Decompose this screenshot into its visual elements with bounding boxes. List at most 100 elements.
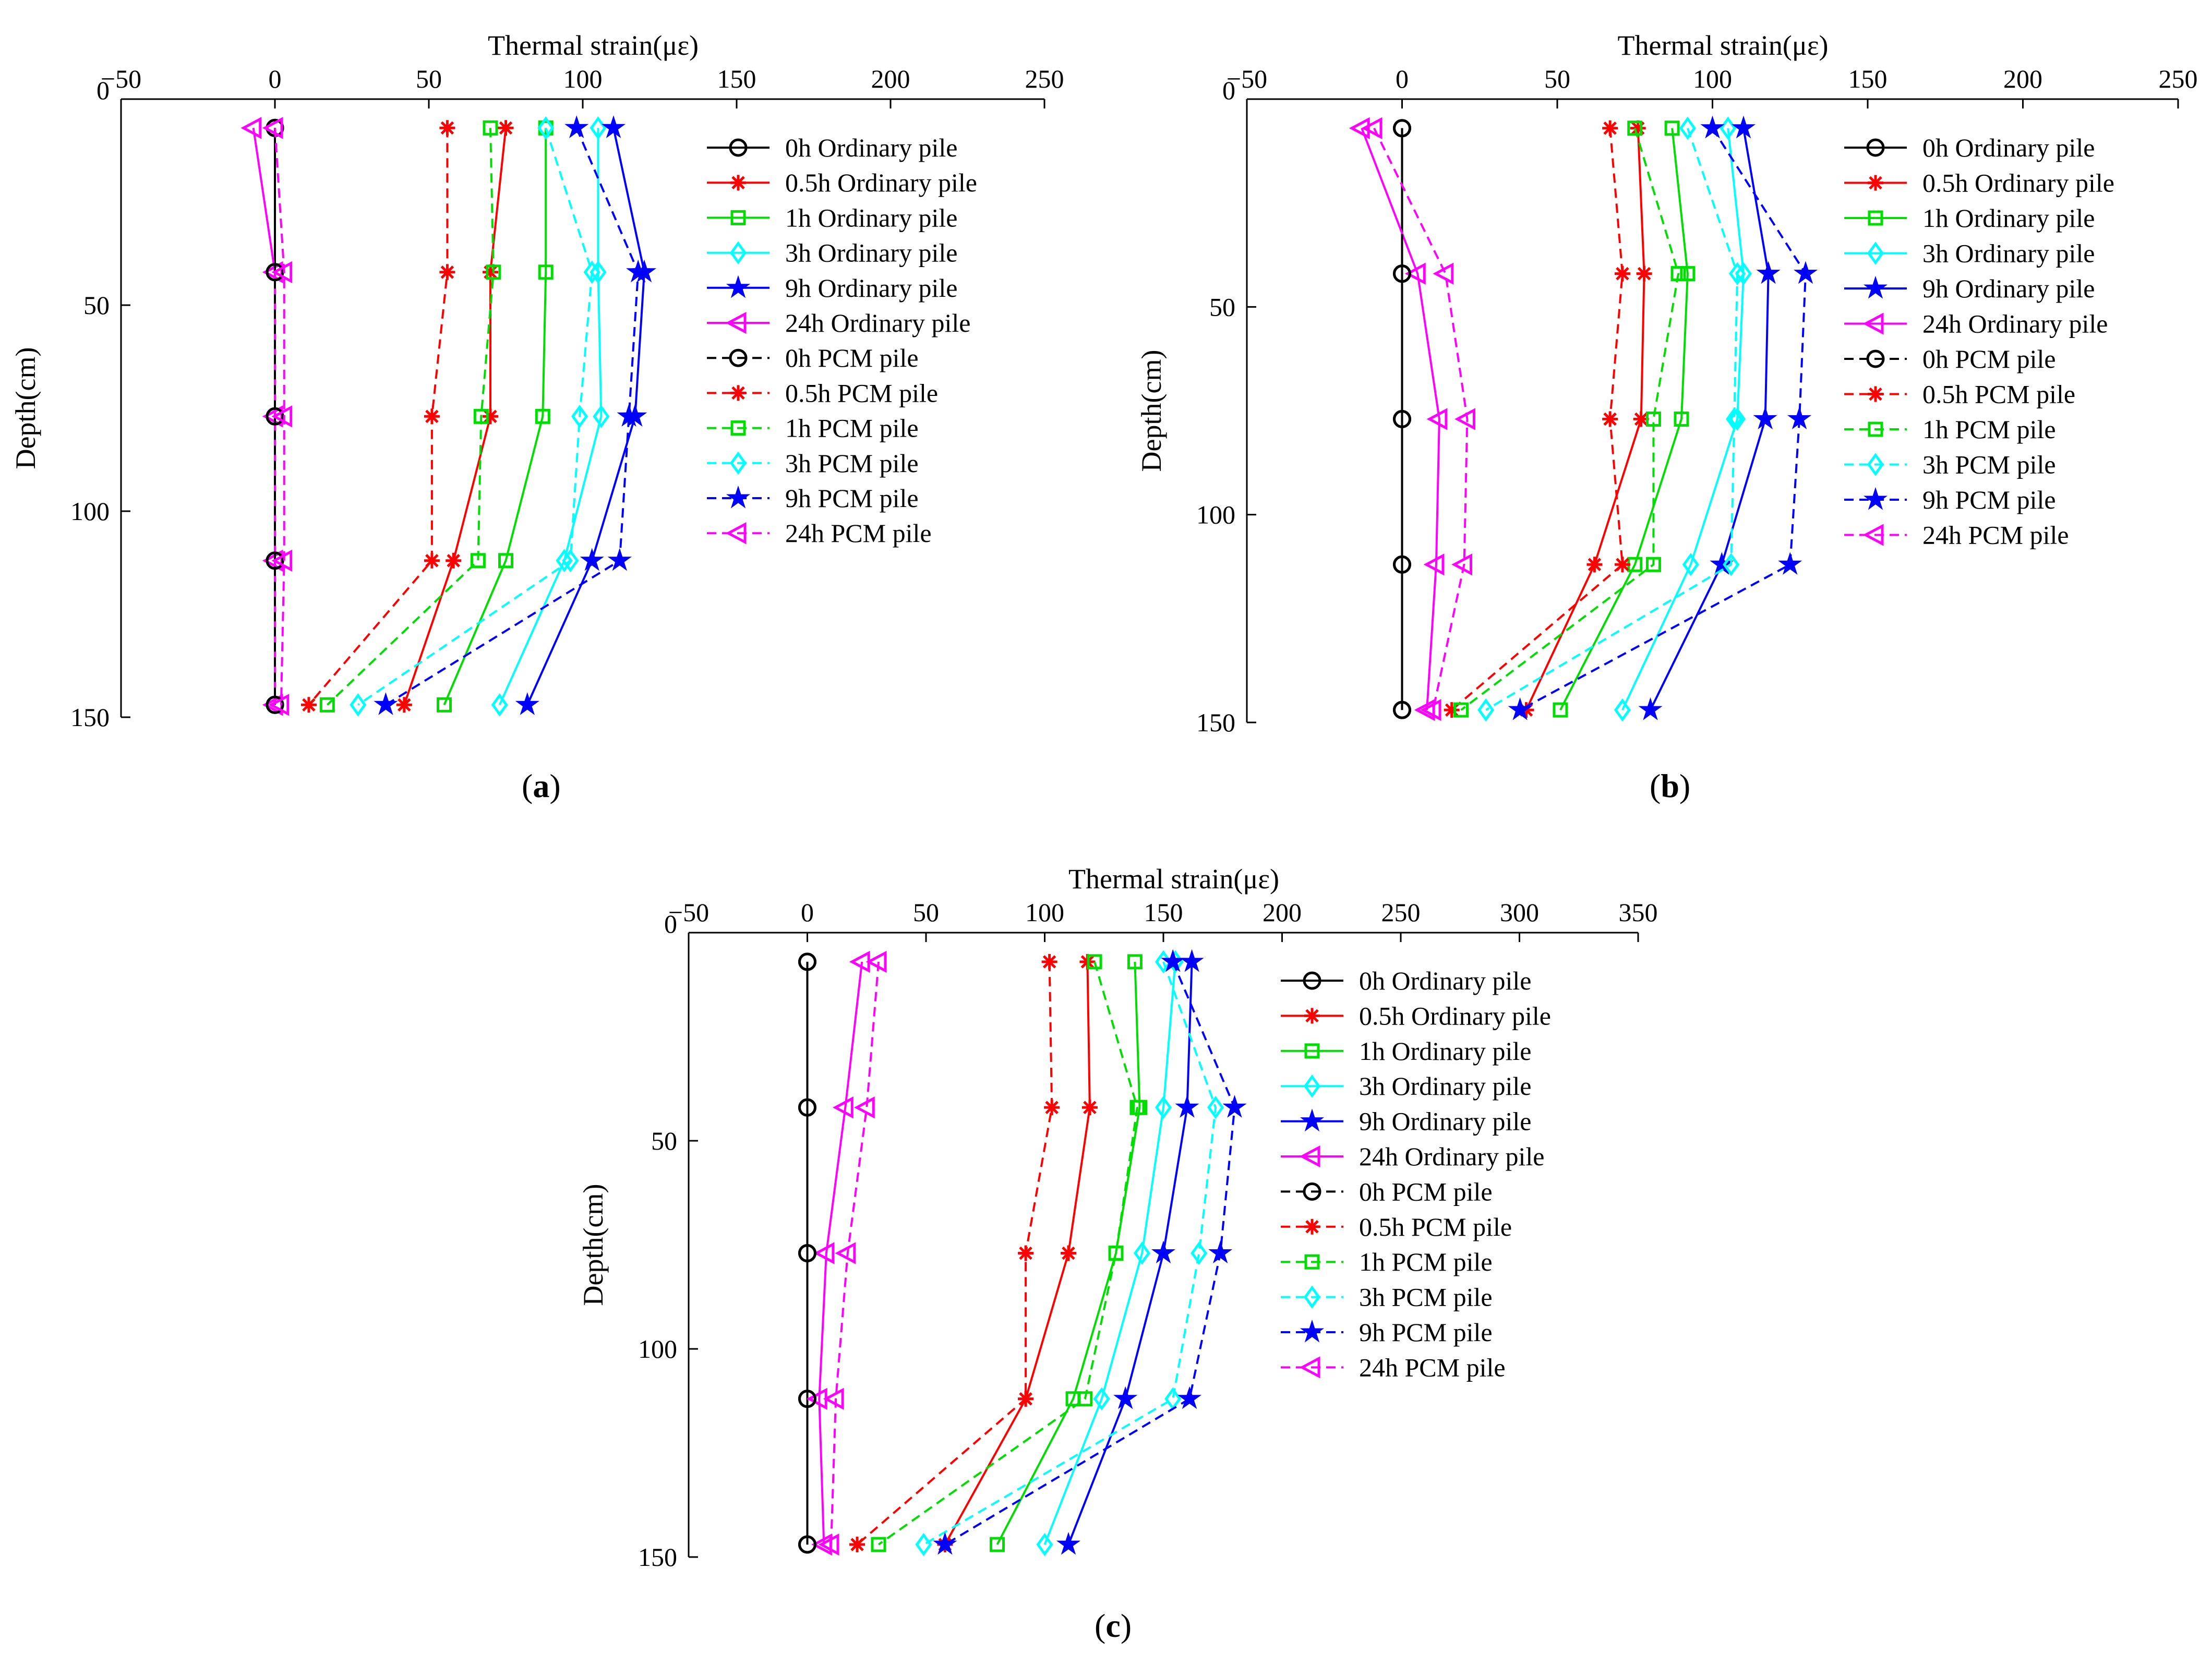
legend-marker <box>1863 275 1888 299</box>
legend-label: 3h Ordinary pile <box>785 238 957 268</box>
panel-label-b: (b) <box>1650 767 1691 804</box>
x-tick-label: 200 <box>871 64 910 93</box>
legend-label: 3h PCM pile <box>1922 450 2056 479</box>
x-tick-label: 0 <box>269 64 282 93</box>
data-point <box>1036 1533 1053 1557</box>
legend-marker <box>729 451 747 475</box>
series-1h-pcm-pile <box>871 954 1145 1552</box>
data-point <box>1018 1245 1034 1261</box>
data-point <box>1164 1387 1182 1411</box>
x-tick-label: 50 <box>913 898 939 927</box>
series-3h-ordinary-pile <box>491 116 610 717</box>
data-point <box>241 117 262 139</box>
x-axis-title: Thermal strain(με) <box>1068 863 1279 895</box>
data-point <box>1133 1241 1151 1265</box>
data-point <box>1454 408 1475 430</box>
data-point <box>538 264 554 280</box>
series-line <box>385 127 640 706</box>
data-point <box>266 551 284 570</box>
legend: 0h Ordinary pile 0.5h Ordinary pile 1h Ord… <box>1281 966 1551 1382</box>
panel-label-c: (c) <box>1095 1607 1132 1644</box>
data-point <box>1614 266 1630 282</box>
data-point <box>1177 1386 1202 1409</box>
panel-label-a-letter: a <box>533 767 550 804</box>
data-point <box>1420 698 1441 721</box>
series-3h-pcm-pile <box>1477 116 1746 722</box>
data-point <box>1645 411 1661 427</box>
data-point <box>1175 1094 1199 1118</box>
data-point <box>1061 1245 1076 1261</box>
x-tick-label: 350 <box>1619 898 1658 927</box>
legend-marker <box>1868 175 1883 191</box>
series-9h-ordinary-pile <box>1056 949 1204 1555</box>
y-tick-label: 50 <box>651 1126 677 1155</box>
y-tick-label: 50 <box>83 291 110 320</box>
legend-label: 0h Ordinary pile <box>1359 966 1531 995</box>
series-0h-pcm-pile <box>798 952 816 1554</box>
series-9h-pcm-pile <box>374 115 651 715</box>
data-point <box>396 697 412 713</box>
data-point <box>439 120 455 136</box>
data-point <box>1451 553 1472 576</box>
data-point <box>483 264 498 280</box>
data-point <box>571 405 588 428</box>
data-point <box>1393 555 1411 574</box>
data-point <box>849 1537 865 1553</box>
data-point <box>1614 557 1630 573</box>
data-point <box>1087 954 1102 970</box>
data-point <box>1426 408 1448 430</box>
data-point <box>823 1388 844 1410</box>
data-point <box>1793 261 1818 284</box>
y-tick-label: 150 <box>1196 708 1235 737</box>
legend-marker <box>1304 1008 1320 1024</box>
data-point <box>271 549 293 572</box>
series-line <box>877 961 1138 1546</box>
data-point <box>1670 266 1686 282</box>
legend-marker <box>1300 1108 1325 1132</box>
data-point <box>915 1533 932 1557</box>
series-1h-pcm-pile <box>1453 120 1686 718</box>
data-point <box>1155 1095 1172 1119</box>
legend-label: 24h PCM pile <box>785 518 932 548</box>
legend-label: 0.5h Ordinary pile <box>785 168 977 197</box>
legend-marker <box>1300 1319 1325 1343</box>
data-point <box>865 950 887 973</box>
legend-label: 0.5h PCM pile <box>1922 380 2075 409</box>
data-point <box>300 697 317 713</box>
legend-label: 3h Ordinary pile <box>1359 1071 1531 1101</box>
data-point <box>1433 262 1454 285</box>
data-point <box>580 548 604 571</box>
legend-marker <box>1862 524 1884 546</box>
legend-label: 3h PCM pile <box>785 449 919 478</box>
data-point <box>1627 120 1643 136</box>
legend-label: 0.5h PCM pile <box>785 378 938 407</box>
data-point <box>1393 409 1411 428</box>
x-tick-label: −50 <box>668 898 709 927</box>
y-tick-label: 150 <box>638 1542 677 1572</box>
legend-marker <box>1867 242 1884 265</box>
legend-marker <box>1868 210 1883 226</box>
legend-marker <box>1304 1043 1320 1059</box>
data-point <box>537 116 555 140</box>
data-point <box>1729 262 1746 285</box>
data-point <box>1664 120 1680 136</box>
data-point <box>1753 406 1777 430</box>
data-point <box>1679 116 1696 140</box>
legend-label: 0.5h Ordinary pile <box>1359 1001 1551 1030</box>
data-point <box>1129 1100 1145 1115</box>
data-point <box>590 260 607 284</box>
legend-marker <box>730 420 746 436</box>
legend-marker <box>729 241 747 264</box>
series-line <box>818 961 863 1545</box>
data-point <box>1710 552 1734 575</box>
x-tick-label: 100 <box>1693 64 1732 93</box>
y-tick-label: 100 <box>70 497 110 526</box>
series-line <box>443 128 547 706</box>
series-9h-pcm-pile <box>1508 115 1818 720</box>
data-point <box>1553 702 1568 718</box>
data-point <box>470 553 486 569</box>
data-point <box>1729 407 1746 431</box>
legend-label: 9h Ordinary pile <box>1359 1107 1531 1136</box>
data-point <box>1444 702 1460 718</box>
